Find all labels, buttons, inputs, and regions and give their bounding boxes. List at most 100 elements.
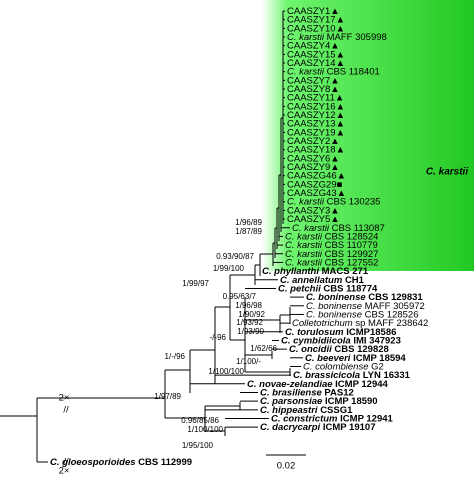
marker: ▲ (330, 75, 339, 86)
strain: MAFF 305972 (365, 300, 425, 311)
marker: ▲ (330, 214, 339, 225)
support-value: 1/87/89 (235, 227, 262, 236)
leaf-label: CAASZG29■ (287, 179, 343, 190)
clade-label: C. karstii (426, 167, 468, 178)
leaf-label: CAASZY4▲ (287, 40, 340, 51)
leaf-label: C. karstii CBS 129927 (285, 248, 378, 259)
species: C. torulosum (285, 326, 344, 337)
leaf-name: CAASZY18 (287, 144, 336, 155)
strain: CSSG1 (320, 404, 353, 415)
marker: ▲ (330, 40, 339, 51)
species: C. constrictum (271, 413, 338, 424)
species: C. petchii (278, 283, 321, 294)
support-value: 1/96/98 (235, 301, 262, 310)
marker: ▲ (336, 58, 345, 69)
strain: IMI 347923 (353, 335, 401, 346)
leaf-label: C. beeveri ICMP 18594 (305, 352, 406, 363)
strain: MACS 271 (322, 266, 369, 277)
strain: MAFF 305998 (327, 32, 387, 43)
scale-label: 0.02 (277, 461, 296, 472)
species: C. dacrycarpi (260, 422, 321, 433)
support-value: -/-96 (210, 333, 227, 342)
support-value: 1/97/89 (154, 392, 181, 401)
marker: ▲ (336, 14, 345, 25)
strain: CBS 128526 (365, 309, 419, 320)
leaf-name: CAASZY19 (287, 127, 336, 138)
marker: ▲ (336, 110, 345, 121)
leaf-label: C. torulosum ICMP18586 (285, 326, 396, 337)
strain: ICMP 12944 (335, 378, 388, 389)
species: C. novae-zelandiae (247, 378, 333, 389)
strain: CBS 130235 (327, 196, 381, 207)
leaf-label: CAASZY9▲ (287, 162, 340, 173)
marker: ▲ (330, 205, 339, 216)
species: C. parsonsiae (260, 396, 323, 407)
strain: CBS 110779 (325, 240, 378, 251)
leaf-label: C. cymbidiicola IMI 347923 (281, 335, 401, 346)
support-value: 1/93/90 (237, 327, 264, 336)
support-value: 1/100/- (236, 357, 261, 366)
species: Colletotrichum (292, 318, 353, 329)
leaf-name: CAASZY9 (287, 162, 330, 173)
leaf-label: CAASZY8▲ (287, 84, 340, 95)
strain: CBS 129828 (334, 344, 388, 355)
strain: CBS 113087 (332, 222, 385, 233)
marker: ▲ (336, 23, 345, 34)
leaf-label: CAASZY14▲ (287, 58, 345, 69)
leaf-label: C. karstii CBS 128524 (285, 231, 378, 242)
strain: CBS 129927 (325, 248, 379, 259)
leaf-label: C. colombiense G2 (303, 361, 384, 372)
species: C. phyllanthi (262, 266, 319, 277)
leaf-label: C. hippeastri CSSG1 (260, 404, 353, 415)
strain: ICMP 12941 (340, 413, 393, 424)
species: C. karstii (285, 248, 323, 259)
leaf-label: CAASZG46▲ (287, 170, 346, 181)
species: C. karstii (292, 222, 330, 233)
leaf-name: CAASZY11 (287, 92, 335, 103)
marker: ▲ (336, 144, 345, 155)
strain: ICMP 19107 (323, 422, 376, 433)
leaf-label: C. constrictum ICMP 12941 (271, 413, 394, 424)
leaf-label: C. oncidii CBS 129828 (289, 344, 389, 355)
leaf-label: C. parsonsiae ICMP 18590 (260, 396, 378, 407)
break-symbol: // (63, 405, 69, 416)
leaf-name: CAASZY5 (287, 214, 330, 225)
support-value: 1/99/100 (213, 264, 245, 273)
leaf-label: C. karstii CBS 130235 (287, 196, 380, 207)
marker: ▲ (330, 162, 339, 173)
leaf-label: CAASZY18▲ (287, 144, 345, 155)
leaf-label: C. boninense CBS 128526 (306, 309, 419, 320)
species: C. brassicicola (293, 370, 360, 381)
leaf-name: CAASZY3 (287, 205, 330, 216)
species: C. colombiense (303, 361, 368, 372)
leaf-label: CAASZY10▲ (287, 23, 345, 34)
leaf-name: CAASZG46 (287, 170, 337, 181)
species: C. karstii (285, 257, 323, 268)
leaf-name: CAASZY10 (287, 23, 336, 34)
strain: ICMP 18590 (325, 396, 378, 407)
leaf-label: C. annellatum CH1 (280, 274, 365, 285)
species: C. karstii (285, 231, 323, 242)
marker: ▲ (336, 127, 345, 138)
strain: PAS12 (324, 387, 353, 398)
strain: ICMP18586 (346, 326, 396, 337)
support-value: 0.96/85/86 (181, 416, 219, 425)
support-value: 0.95/63/7 (223, 292, 257, 301)
leaf-label: C. karstii CBS 127552 (285, 257, 378, 268)
break-mark: 2× (59, 393, 70, 404)
leaf-name: CAASZY4 (287, 40, 330, 51)
marker: ▲ (330, 136, 339, 147)
leaf-label: C. boninense CBS 129831 (306, 292, 423, 303)
strain: CBS 118401 (327, 66, 380, 77)
species: C. karstii (287, 196, 325, 207)
marker: ▲ (336, 101, 345, 112)
strain: G2 (371, 361, 384, 372)
leaf-label: C. dacrycarpi ICMP 19107 (260, 422, 375, 433)
leaf-name: CAASZY15 (287, 49, 336, 60)
clade-highlight (262, 0, 474, 271)
strain: CH1 (345, 274, 365, 285)
support-value: 1/93/92 (236, 318, 263, 327)
marker: ▲ (335, 92, 344, 103)
leaf-label: C. brassicicola LYN 16331 (293, 370, 411, 381)
strain: ICMP 18594 (353, 352, 406, 363)
